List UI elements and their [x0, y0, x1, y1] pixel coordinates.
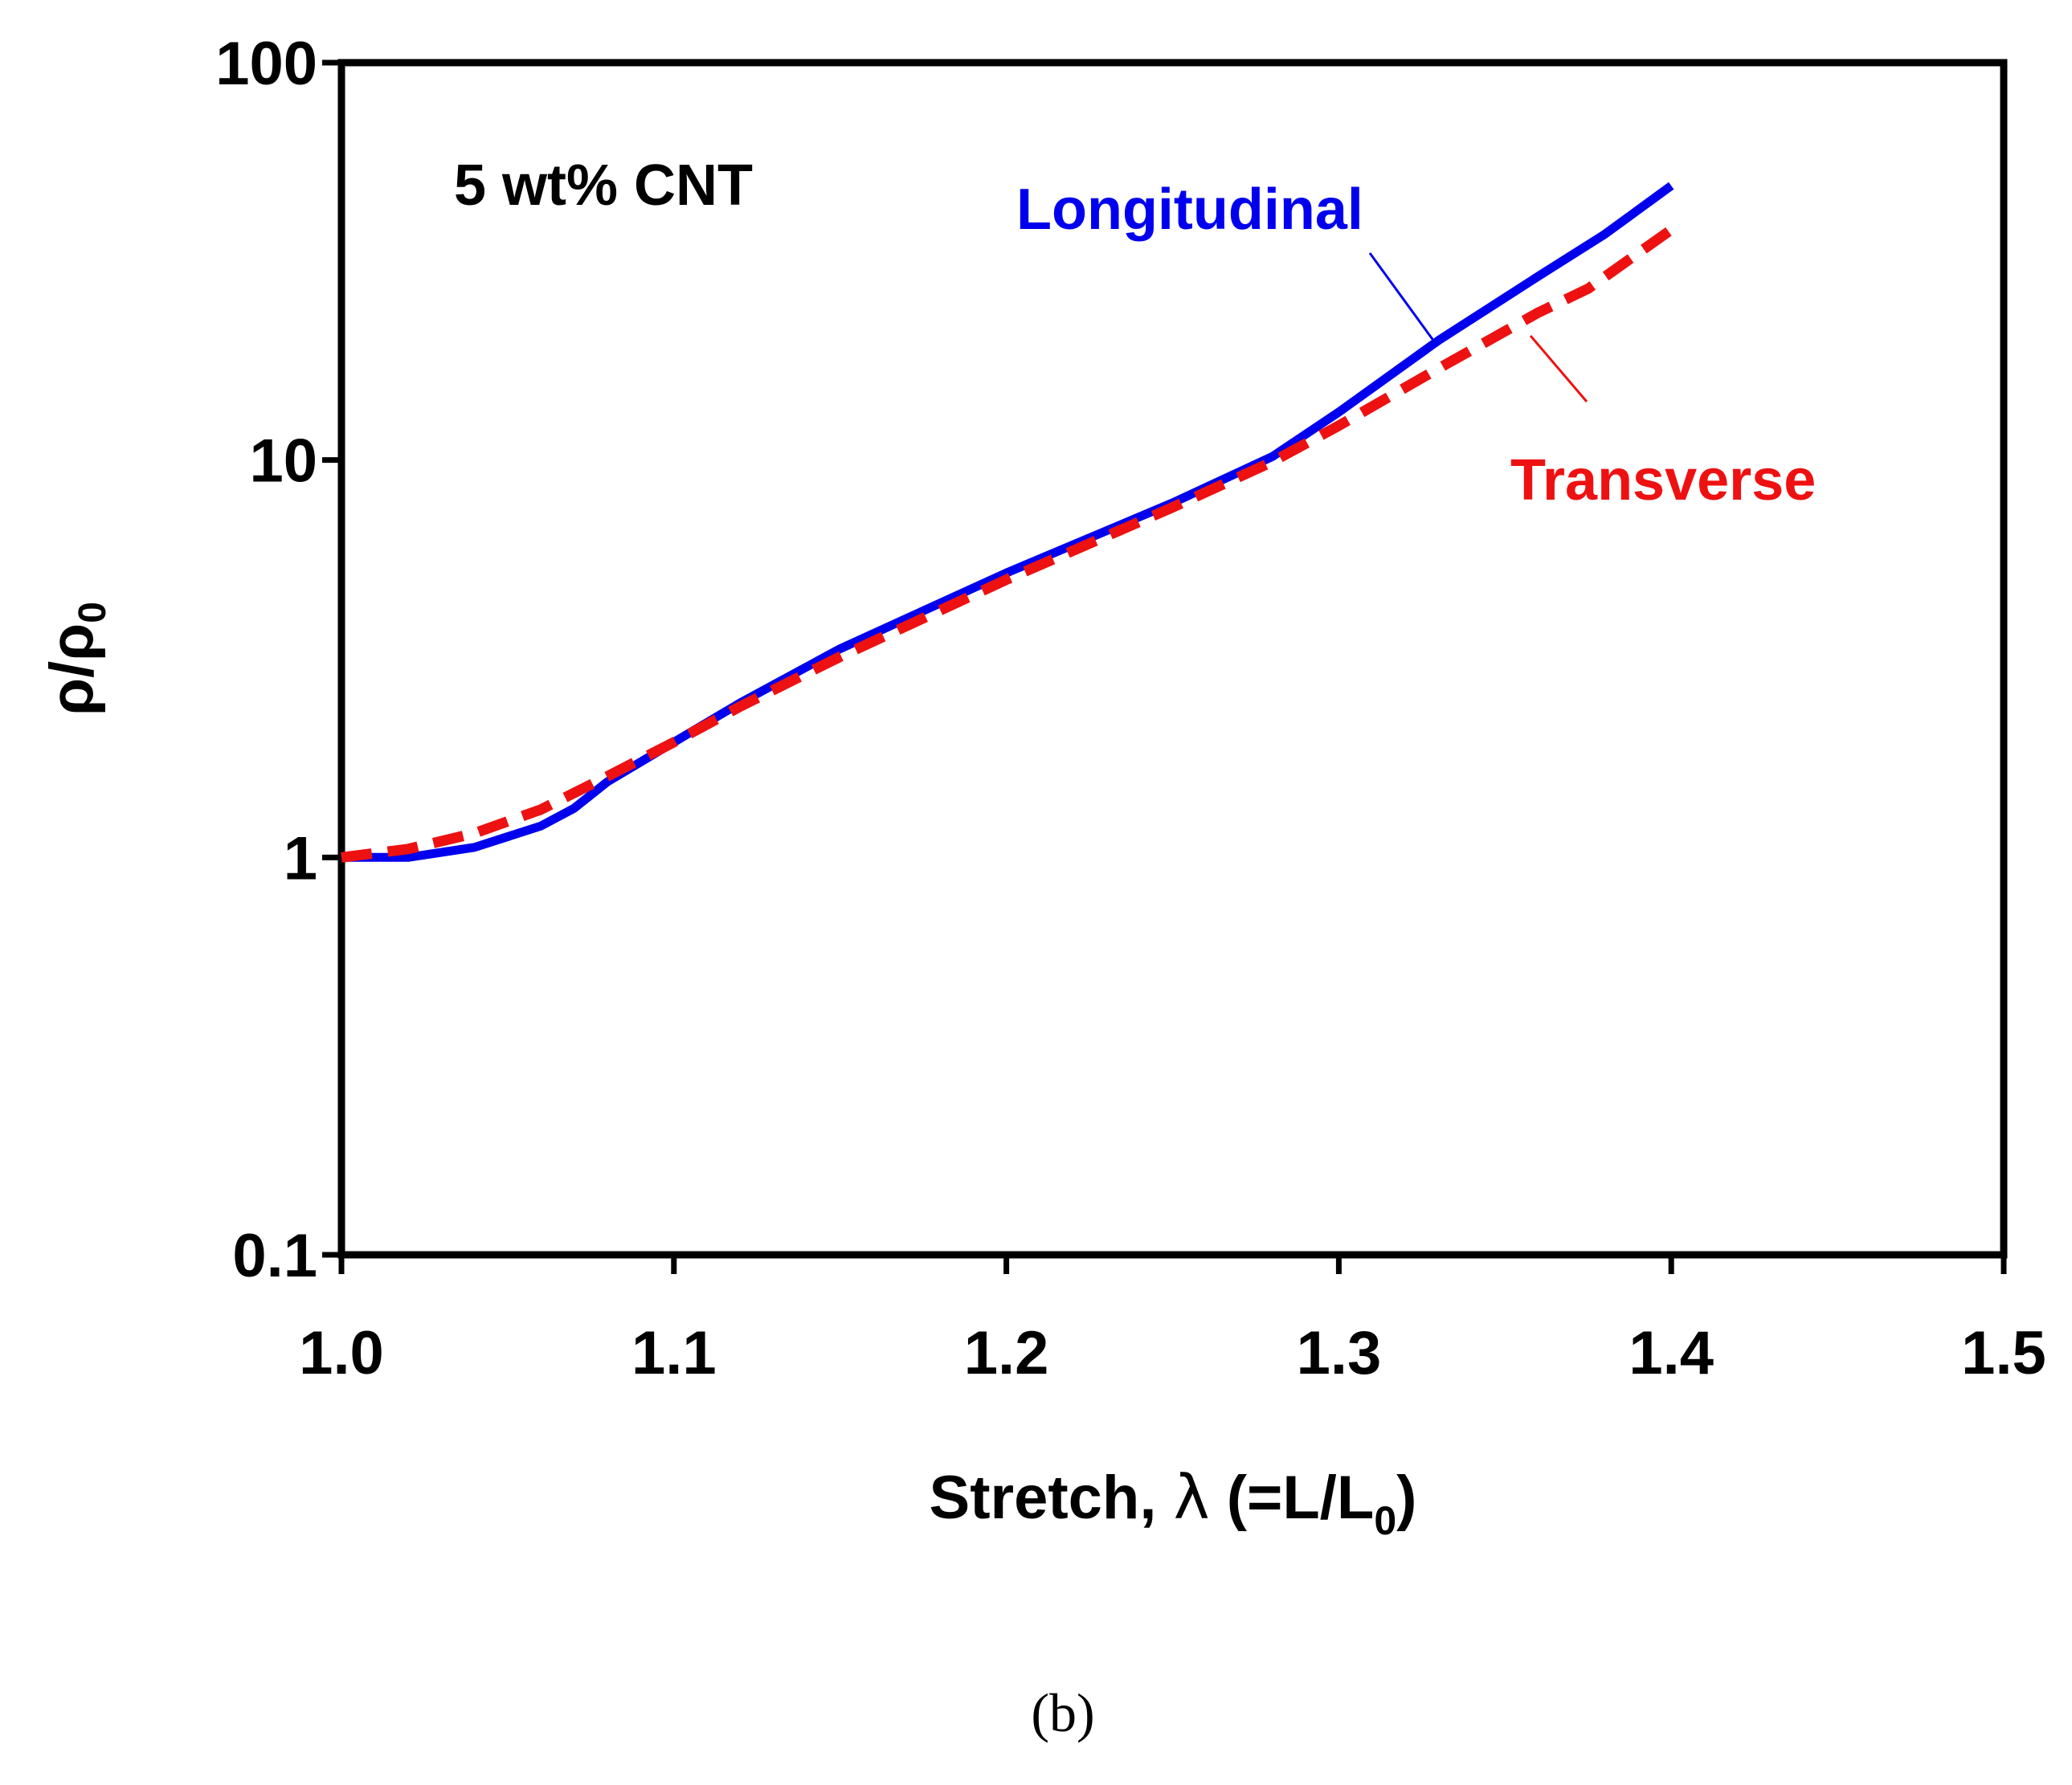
x-tick-label: 1.0 [299, 1319, 384, 1387]
chart-title: 5 wt% CNT [454, 153, 753, 218]
transverse-leader-line [1529, 335, 1588, 402]
x-axis-title: Stretch, λ (=L/L0) [930, 1461, 1417, 1543]
x-axis-ticks: 1.0 1.1 1.2 1.3 1.4 1.5 [299, 1255, 2046, 1387]
figure-caption: (b) [1031, 1682, 1094, 1743]
y-tick-label: 1 [284, 824, 317, 892]
series-label-longitudinal: Longitudinal [1016, 178, 1363, 242]
x-tick-label: 1.4 [1629, 1319, 1714, 1387]
series-label-transverse: Transverse [1510, 448, 1816, 513]
longitudinal-leader-line [1368, 252, 1436, 342]
series-line-longitudinal [341, 182, 1674, 862]
plot-area [337, 59, 2008, 1259]
y-axis-title: ρ/ρ0 [38, 602, 114, 716]
x-tick-label: 1.5 [1961, 1319, 2046, 1387]
y-axis-ticks: 0.1 1 10 100 [215, 30, 341, 1290]
y-tick-label: 0.1 [232, 1222, 317, 1290]
x-tick-label: 1.3 [1297, 1319, 1382, 1387]
x-tick-label: 1.2 [964, 1319, 1049, 1387]
series-line-transverse [341, 225, 1674, 863]
x-tick-label: 1.1 [631, 1319, 717, 1387]
y-tick-label: 100 [215, 30, 317, 98]
y-tick-label: 10 [249, 427, 317, 496]
series-lines [341, 182, 1674, 863]
